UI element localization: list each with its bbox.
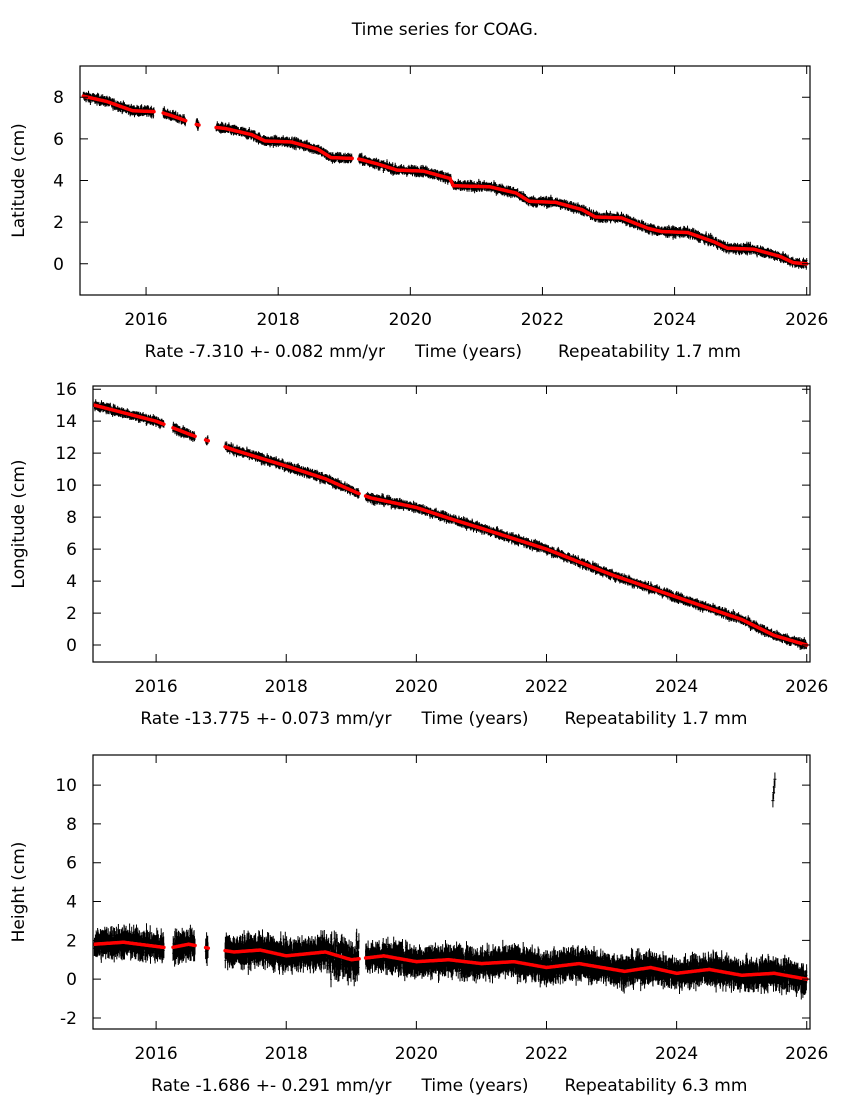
x-tick-label: 2022 xyxy=(521,310,564,330)
x-tick-label: 2018 xyxy=(265,1044,308,1064)
y-axis-label: Height (cm) xyxy=(9,842,29,943)
fit-curve-segment xyxy=(223,948,361,962)
fit-curve-segment xyxy=(223,445,361,496)
fit-curve-segment xyxy=(171,942,197,950)
y-tick-label: 2 xyxy=(66,604,77,624)
y-tick-label: 0 xyxy=(66,636,77,656)
x-tick-label: 2020 xyxy=(389,310,432,330)
y-tick-label: 8 xyxy=(53,88,64,108)
chart-title: Time series for COAG. xyxy=(351,20,539,40)
panel-longitude: 2016 2018 2020 2022 2024 2026 0 2 4 6 8 10 12 14 16 Lon… xyxy=(9,380,828,729)
y-tick-label: 14 xyxy=(55,412,77,432)
observation-points xyxy=(93,772,808,1000)
fit-curve-segment xyxy=(203,945,211,950)
panel-latitude: 2016 2018 2020 2022 2024 2026 0 2 4 6 8 Latitude (c… xyxy=(9,65,828,362)
plot-frame xyxy=(92,754,811,1030)
fit-curve-segment xyxy=(194,122,201,127)
repeatability-label: Repeatability 1.7 mm xyxy=(565,709,748,729)
fit-curve-segment xyxy=(92,403,166,426)
y-tick-label: 10 xyxy=(55,476,77,496)
y-tick-label: 2 xyxy=(53,213,64,233)
observation-points xyxy=(82,90,808,270)
y-axis-label: Latitude (cm) xyxy=(9,123,29,238)
x-tick-label: 2024 xyxy=(655,677,698,697)
y-tick-label: 2 xyxy=(66,931,77,951)
x-tick-label: 2020 xyxy=(395,677,438,697)
y-tick-label: 4 xyxy=(66,572,77,592)
y-tick-label: 16 xyxy=(55,380,77,400)
fit-curve-segment xyxy=(214,125,354,161)
y-tick-label: 8 xyxy=(66,815,77,835)
rate-label: Rate -7.310 +- 0.082 mm/yr xyxy=(145,342,385,362)
x-tick-label: 2016 xyxy=(124,310,167,330)
y-tick-label: 12 xyxy=(55,444,77,464)
y-tick-label: 0 xyxy=(66,970,77,990)
y-tick-label: -2 xyxy=(60,1009,77,1029)
repeatability-label: Repeatability 6.3 mm xyxy=(565,1076,748,1096)
x-axis-label: Time (years) xyxy=(414,342,522,362)
x-tick-label: 2024 xyxy=(653,310,696,330)
y-tick-label: 6 xyxy=(53,130,64,150)
x-tick-label: 2016 xyxy=(134,1044,177,1064)
fit-curve-segment xyxy=(357,157,809,266)
x-tick-label: 2024 xyxy=(655,1044,698,1064)
fit-curve-segment xyxy=(171,426,197,439)
x-tick-label: 2018 xyxy=(257,310,300,330)
y-axis-label: Longitude (cm) xyxy=(9,459,29,588)
y-tick-label: 6 xyxy=(66,854,77,874)
x-tick-label: 2018 xyxy=(265,677,308,697)
y-tick-label: 10 xyxy=(55,776,77,796)
x-tick-label: 2016 xyxy=(134,677,177,697)
fit-curve-segment xyxy=(203,438,211,443)
fit-curve-segment xyxy=(92,940,166,950)
y-tick-label: 6 xyxy=(66,540,77,560)
repeatability-label: Repeatability 1.7 mm xyxy=(558,342,741,362)
y-tick-label: 4 xyxy=(53,172,64,192)
rate-label: Rate -13.775 +- 0.073 mm/yr xyxy=(140,709,391,729)
y-tick-label: 4 xyxy=(66,893,77,913)
x-tick-label: 2026 xyxy=(785,1044,828,1064)
x-axis-label: Time (years) xyxy=(421,1076,529,1096)
x-tick-label: 2026 xyxy=(785,310,828,330)
fit-curve-segment xyxy=(81,94,156,114)
fit-curve-segment xyxy=(161,111,188,123)
fit-curve-segment xyxy=(363,954,809,981)
x-tick-label: 2022 xyxy=(525,1044,568,1064)
x-tick-label: 2022 xyxy=(525,677,568,697)
rate-label: Rate -1.686 +- 0.291 mm/yr xyxy=(151,1076,391,1096)
y-tick-label: 0 xyxy=(53,255,64,275)
panel-height: 2016 2018 2020 2022 2024 2026 -2 0 2 4 6 8 10 Height … xyxy=(9,754,828,1096)
observation-points xyxy=(93,399,808,650)
fit-curve-segment xyxy=(363,494,809,647)
x-axis-label: Time (years) xyxy=(421,709,529,729)
plot-frame xyxy=(92,385,811,663)
x-tick-label: 2026 xyxy=(785,677,828,697)
y-tick-label: 8 xyxy=(66,508,77,528)
x-tick-label: 2020 xyxy=(395,1044,438,1064)
